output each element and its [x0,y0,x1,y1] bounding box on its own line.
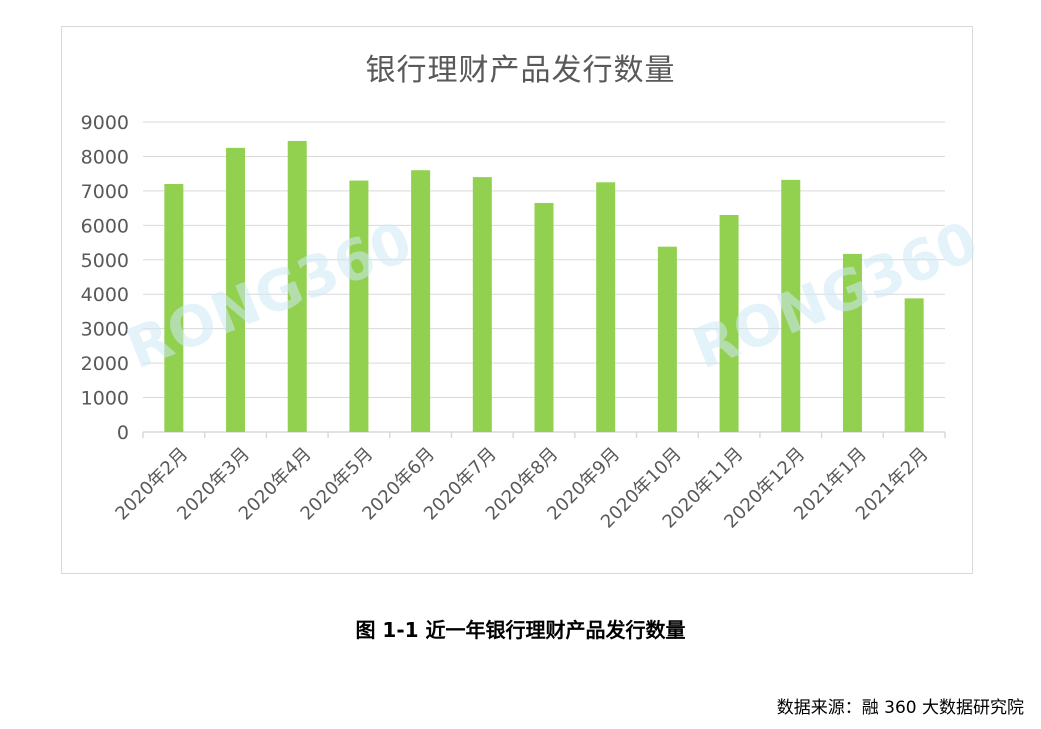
bar [596,182,616,432]
data-source: 数据来源：融 360 大数据研究院 [776,698,1024,718]
chart-title: 银行理财产品发行数量 [365,53,676,88]
y-tick-label: 9000 [81,112,129,134]
y-tick-label: 2000 [81,353,129,375]
figure-caption: 图 1-1 近一年银行理财产品发行数量 [355,618,686,642]
bar [781,179,801,432]
bar [287,140,307,432]
bar [349,180,369,432]
bar [472,177,492,432]
bar [164,184,184,432]
chart-area [61,26,973,574]
y-tick-label: 4000 [81,284,129,306]
bar [904,298,924,432]
bar [411,170,431,432]
bar [719,215,739,432]
y-tick-label: 0 [117,422,129,444]
bar [842,253,862,432]
y-tick-label: 7000 [81,181,129,203]
y-tick-label: 6000 [81,215,129,237]
y-tick-label: 8000 [81,146,129,168]
bar [226,147,246,433]
bar [657,246,677,432]
y-tick-label: 1000 [81,388,129,410]
bar [534,202,554,432]
y-tick-label: 3000 [81,319,129,341]
y-tick-label: 5000 [81,250,129,272]
